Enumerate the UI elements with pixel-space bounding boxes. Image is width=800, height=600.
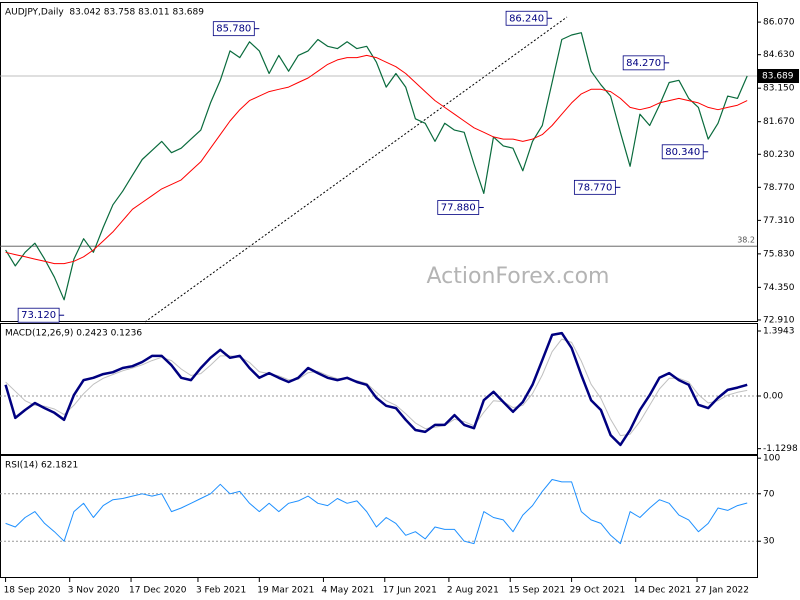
panel-title: AUDJPY,Daily 83.042 83.758 83.011 83.689 [5, 8, 204, 18]
panel-frame [0, 323, 758, 455]
annotation-label: 77.880 [441, 202, 476, 213]
x-tick-label: 18 Sep 2020 [4, 586, 61, 596]
y-tick-label: 30 [763, 537, 775, 547]
y-tick-label: 81.670 [763, 117, 795, 127]
y-tick-label: 80.230 [763, 150, 795, 160]
x-tick-label: 29 Oct 2021 [570, 586, 626, 596]
annotation: 85.780 [212, 21, 260, 37]
x-tick-label: 17 Jun 2021 [383, 586, 437, 596]
panel-frame [0, 2, 758, 322]
y-tick-label: 78.770 [763, 183, 795, 193]
annotation: 78.770 [573, 179, 621, 195]
series-line [5, 479, 748, 545]
y-tick-label: 1.3943 [763, 326, 795, 336]
annotation-label: 73.120 [21, 310, 56, 321]
panel-frame [0, 455, 758, 578]
panel-title: MACD(12,26,9) 0.2423 0.1236 [5, 329, 142, 339]
annotation-label: 84.270 [626, 58, 661, 69]
y-tick-label: 100 [763, 454, 780, 464]
annotation: 73.120 [17, 307, 65, 323]
x-tick-label: 27 Jan 2022 [695, 586, 749, 596]
annotation-label: 85.780 [216, 24, 251, 35]
y-tick-label: 84.630 [763, 50, 795, 60]
annotation: 77.880 [437, 200, 484, 215]
trend-line [144, 16, 568, 323]
x-tick-label: 3 Nov 2020 [68, 586, 120, 596]
annotation-label: 86.240 [509, 13, 544, 24]
y-tick-label: 75.830 [763, 249, 795, 259]
annotation-label: 78.770 [577, 182, 612, 193]
series-line [5, 338, 748, 437]
fib-label: 38.2 [737, 236, 755, 245]
watermark: ActionForex.com [427, 264, 610, 289]
y-tick-label: 70 [763, 489, 775, 499]
annotation: 80.340 [661, 144, 709, 160]
annotation: 84.270 [622, 55, 670, 71]
x-tick-label: 14 Dec 2021 [634, 586, 692, 596]
y-tick-label: 72.910 [763, 315, 795, 325]
last-price-label: 83.689 [762, 71, 794, 81]
y-tick-label: 77.310 [763, 216, 795, 226]
x-tick-label: 15 Sep 2021 [508, 586, 565, 596]
y-tick-label: 0.00 [763, 391, 783, 401]
x-tick-label: 17 Dec 2020 [129, 586, 187, 596]
y-tick-label: 83.150 [763, 84, 795, 94]
x-tick-label: 3 Feb 2021 [196, 586, 246, 596]
y-tick-label: 86.070 [763, 18, 795, 28]
series-line [4, 331, 748, 447]
x-tick-label: 2 Aug 2021 [447, 586, 499, 596]
annotation: 86.240 [505, 10, 553, 26]
y-tick-label: -1.1298 [763, 444, 798, 454]
last-price-tag [758, 68, 799, 83]
y-tick-label: 74.350 [763, 283, 795, 293]
series-line [5, 32, 748, 301]
panel-title: RSI(14) 62.1821 [5, 461, 78, 471]
x-tick-label: 19 Mar 2021 [257, 586, 314, 596]
series-line [5, 54, 748, 265]
x-tick-label: 4 May 2021 [321, 586, 374, 596]
annotation-label: 80.340 [665, 147, 700, 158]
